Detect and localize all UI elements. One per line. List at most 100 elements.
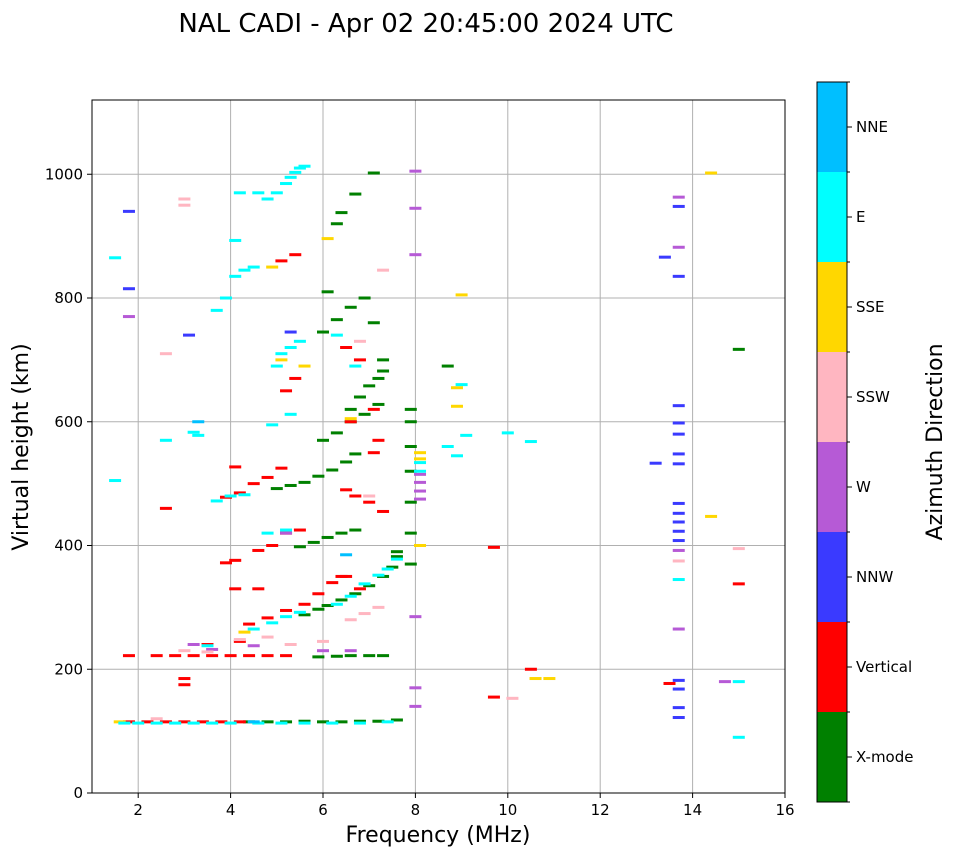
data-point-sse (414, 544, 427, 547)
data-point-e (270, 191, 283, 195)
x-tick-label: 2 (133, 801, 143, 819)
data-point-vertical (233, 639, 246, 643)
data-point-x-mode (363, 384, 376, 388)
data-point-x-mode (307, 540, 320, 544)
data-point-w (672, 245, 685, 249)
data-point-nnw (672, 204, 685, 208)
data-point-w (409, 253, 422, 257)
colorbar-label: SSW (856, 388, 890, 406)
data-point-vertical (340, 488, 353, 492)
data-point-vertical (487, 545, 500, 549)
data-point-e (247, 627, 260, 631)
data-point-w (187, 643, 200, 646)
data-point-w (414, 480, 427, 484)
colorbar-segment (817, 532, 847, 622)
y-axis-label: Virtual height (km) (9, 343, 34, 550)
data-point-x-mode (377, 358, 390, 362)
data-point-x-mode (372, 376, 385, 380)
data-point-w (122, 315, 135, 319)
data-point-vertical (524, 667, 537, 671)
data-point-vertical (187, 654, 200, 658)
data-point-nnw (672, 706, 685, 710)
data-point-nne (192, 420, 205, 424)
data-point-vertical (275, 259, 288, 263)
data-point-x-mode (321, 535, 334, 539)
data-point-e (132, 721, 145, 725)
data-point-e (229, 274, 242, 278)
data-point-w (672, 627, 685, 631)
data-point-vertical (261, 654, 274, 658)
data-point-nnw (672, 716, 685, 720)
data-point-ssw (317, 639, 329, 643)
data-point-nnw (122, 287, 135, 291)
data-point-vertical (289, 376, 302, 380)
data-point-x-mode (404, 531, 417, 535)
data-point-ssw (363, 494, 376, 498)
data-point-x-mode (298, 613, 311, 617)
data-point-x-mode (344, 407, 357, 411)
data-point-e (289, 170, 302, 174)
data-point-vertical (275, 466, 288, 470)
data-point-e (229, 238, 242, 242)
data-point-w (409, 206, 422, 210)
data-point-ssw (201, 650, 214, 654)
data-point-vertical (261, 475, 274, 479)
x-tick-label: 8 (411, 801, 421, 819)
azimuth-colorbar: X-mode Vertical NNW W SSW SSE E NNE (816, 81, 913, 803)
data-point-ssw (233, 638, 246, 642)
data-point-e (266, 621, 279, 625)
chart-title: NAL CADI - Apr 02 20:45:00 2024 UTC (178, 9, 673, 39)
data-point-x-mode (344, 654, 357, 658)
data-point-e (192, 433, 205, 437)
data-point-x-mode (358, 412, 371, 416)
data-point-vertical (377, 509, 390, 513)
colorbar-label: NNW (856, 568, 893, 586)
data-point-vertical (178, 720, 191, 724)
data-point-e (201, 644, 214, 648)
data-point-nnw (672, 539, 685, 543)
data-point-x-mode (321, 604, 334, 608)
data-point-ssw (732, 547, 745, 551)
data-point-x-mode (284, 483, 297, 487)
data-point-x-mode (261, 720, 274, 724)
data-point-x-mode (293, 545, 306, 549)
colorbar-segment (817, 82, 847, 172)
data-point-x-mode (404, 445, 417, 448)
data-point-sse (455, 293, 468, 297)
data-point-e (298, 164, 311, 168)
data-point-e (118, 721, 131, 725)
data-point-vertical (215, 720, 228, 724)
data-point-w (344, 649, 357, 653)
data-point-x-mode (335, 720, 348, 724)
data-point-e (381, 567, 394, 571)
data-point-w (414, 472, 427, 476)
data-point-e (353, 721, 366, 725)
data-point-x-mode (353, 719, 366, 723)
data-point-w (414, 497, 427, 501)
data-point-vertical (487, 695, 500, 699)
data-point-e (109, 256, 122, 260)
data-point-e (293, 610, 306, 614)
data-point-ssw (284, 643, 297, 646)
data-point-x-mode (349, 452, 362, 456)
data-point-sse (529, 677, 542, 681)
data-point-vertical (229, 558, 242, 562)
data-point-nnw (672, 520, 685, 524)
data-point-x-mode (390, 555, 403, 559)
data-point-e (109, 479, 122, 483)
data-point-e (187, 721, 200, 725)
data-point-w (409, 686, 422, 690)
data-point-e (358, 582, 371, 586)
data-point-vertical (344, 420, 357, 424)
data-point-x-mode (353, 395, 366, 399)
colorbar-frame (816, 81, 848, 803)
data-point-vertical (141, 720, 154, 724)
data-point-e (210, 499, 223, 503)
data-point-nnw (658, 255, 671, 259)
data-point-x-mode (330, 222, 343, 226)
data-point-w (409, 704, 422, 708)
data-point-e (390, 557, 403, 561)
data-point-e (450, 454, 463, 458)
data-point-x-mode (367, 321, 380, 325)
